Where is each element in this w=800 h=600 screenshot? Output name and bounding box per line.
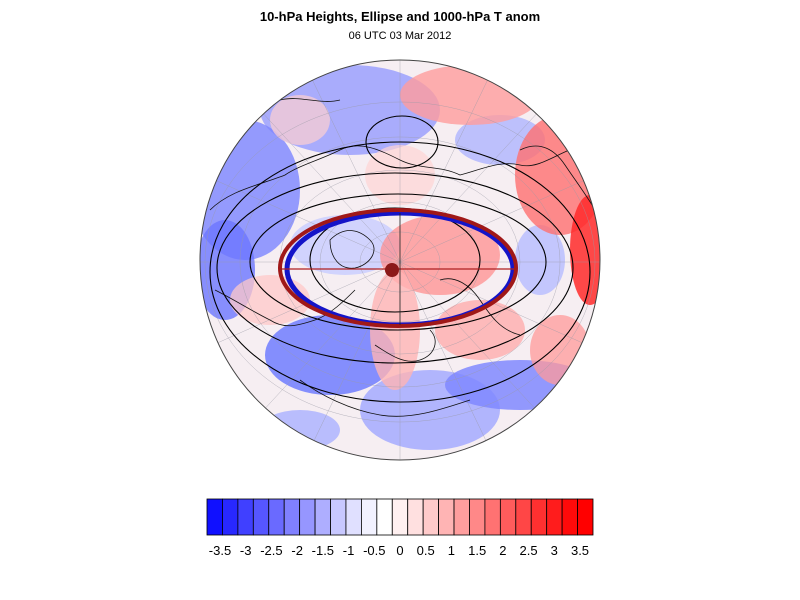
contour-outer bbox=[216, 172, 574, 364]
colorbar-tick-label: 3 bbox=[550, 543, 558, 558]
contour-inner bbox=[309, 207, 481, 313]
colorbar-tick-label: -2 bbox=[291, 543, 303, 558]
colorbar-box bbox=[222, 498, 239, 536]
colorbar-box bbox=[252, 498, 270, 536]
colorbar-box bbox=[438, 498, 455, 536]
colorbar-box bbox=[422, 498, 440, 536]
ellipse-center-marker bbox=[385, 263, 399, 277]
contour-middle bbox=[249, 193, 547, 331]
colorbar-box bbox=[391, 498, 409, 536]
height-contours bbox=[209, 115, 591, 403]
colorbar-boxes bbox=[206, 498, 594, 536]
colorbar-tick-label: -0.5 bbox=[363, 543, 386, 558]
positive-anomaly-regions bbox=[230, 65, 600, 390]
contour-upper-low bbox=[365, 115, 439, 169]
colorbar-box bbox=[484, 498, 501, 536]
coastlines bbox=[209, 98, 599, 417]
colorbar-box bbox=[360, 498, 378, 536]
colorbar-box bbox=[515, 498, 532, 536]
globe-outline bbox=[199, 59, 601, 461]
colorbar-box bbox=[453, 498, 470, 536]
colorbar-box bbox=[577, 498, 594, 536]
colorbar-box bbox=[299, 498, 316, 536]
colorbar-box bbox=[376, 498, 393, 536]
colorbar-tick-label: 2 bbox=[499, 543, 507, 558]
colorbar-tick-label: -3 bbox=[239, 543, 252, 558]
colorbar-box bbox=[499, 498, 517, 536]
colorbar-tick-label: 0.5 bbox=[416, 543, 435, 558]
colorbar-box bbox=[407, 498, 424, 536]
contour-outermost bbox=[209, 141, 591, 403]
ellipse-fit-red bbox=[278, 208, 518, 328]
colorbar-tick-label: -2.5 bbox=[260, 543, 283, 558]
colorbar-box bbox=[345, 498, 362, 536]
colorbar-box bbox=[237, 498, 254, 536]
colorbar-box bbox=[206, 498, 223, 536]
colorbar-tick-label: 0 bbox=[396, 543, 404, 558]
colorbar-box bbox=[268, 498, 285, 536]
colorbar-tick-label: -3.5 bbox=[208, 543, 232, 558]
page-title: 10-hPa Heights, Ellipse and 1000-hPa T a… bbox=[259, 9, 541, 24]
colorbar-box bbox=[283, 498, 301, 536]
colorbar-tick-label: 1 bbox=[447, 543, 456, 558]
page-subtitle: 06 UTC 03 Mar 2012 bbox=[348, 30, 452, 42]
colorbar-box bbox=[314, 498, 331, 536]
colorbar-tick-label: 2.5 bbox=[519, 543, 538, 558]
colorbar-tick-label: -1.5 bbox=[311, 543, 335, 558]
colorbar-box bbox=[530, 498, 548, 536]
colorbar-box bbox=[561, 498, 578, 536]
colorbar-box bbox=[546, 498, 563, 536]
colorbar-tick-label: 1.5 bbox=[468, 543, 487, 558]
colorbar-box bbox=[330, 498, 347, 536]
colorbar-tick-label: 3.5 bbox=[570, 543, 590, 558]
colorbar-tick-label: -1 bbox=[342, 543, 355, 558]
colorbar-box bbox=[469, 498, 486, 536]
